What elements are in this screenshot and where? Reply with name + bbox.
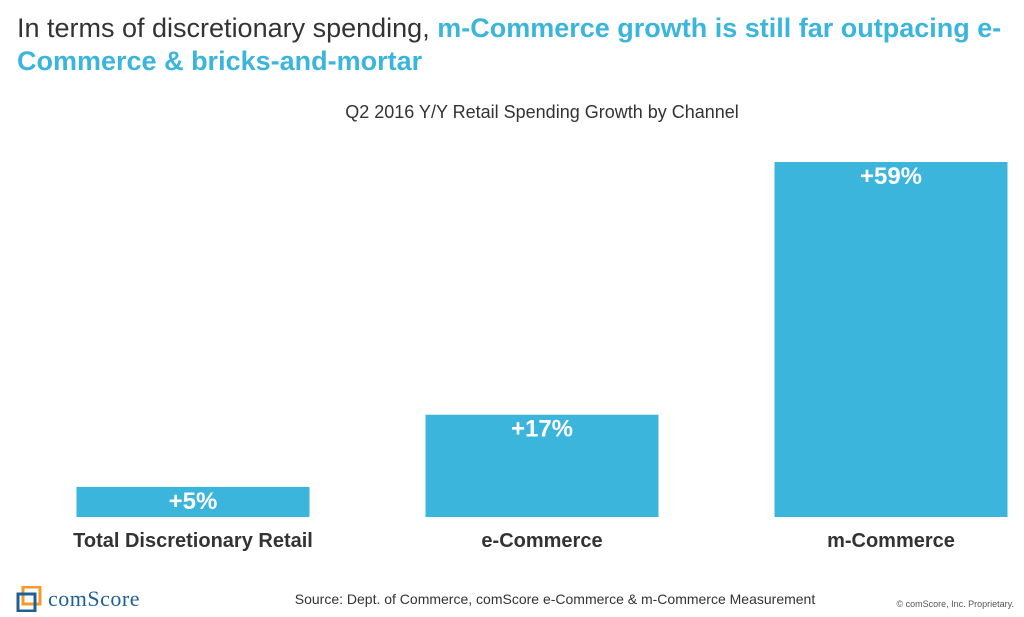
category-label-e-commerce: e-Commerce [481, 530, 602, 552]
bar-value-label-total-discretionary-retail: +5% [169, 488, 218, 515]
headline: In terms of discretionary spending, m-Co… [17, 12, 1007, 78]
source-note: Source: Dept. of Commerce, comScore e-Co… [294, 591, 816, 607]
copyright-note: © comScore, Inc. Proprietary. [896, 599, 1014, 609]
category-label-total-discretionary-retail: Total Discretionary Retail [73, 530, 313, 552]
headline-plain: In terms of discretionary spending, [17, 13, 438, 43]
comscore-logo: comScore [16, 582, 140, 616]
comscore-logo-icon [16, 586, 42, 612]
chart-title: Q2 2016 Y/Y Retail Spending Growth by Ch… [345, 102, 739, 122]
comscore-wordmark: comScore [48, 586, 140, 611]
bar-e-commerce [425, 414, 659, 517]
bar-total-discretionary-retail [76, 486, 310, 517]
headline-highlight: m-Commerce growth is still far outpacing… [17, 13, 1002, 76]
bar-chart: Q2 2016 Y/Y Retail Spending Growth by Ch… [73, 102, 1008, 552]
bars-layer: +5% Total Discretionary Retail +17% e-Comme… [73, 162, 1008, 552]
bar-value-label-m-commerce: +59% [860, 163, 922, 190]
bar-m-commerce [774, 162, 1008, 517]
category-label-m-commerce: m-Commerce [827, 530, 955, 552]
bar-value-label-e-commerce: +17% [511, 416, 573, 443]
